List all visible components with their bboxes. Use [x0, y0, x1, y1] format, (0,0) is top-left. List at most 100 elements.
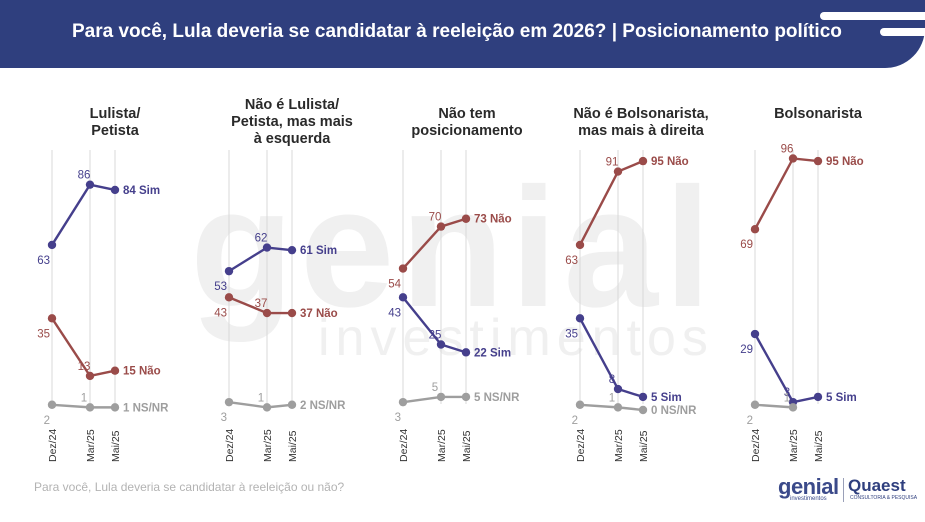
x-tick-label: Mar/25 [85, 429, 97, 462]
x-tick-label: Dez/24 [224, 429, 236, 462]
data-point [638, 156, 648, 166]
data-label: 43 [214, 307, 227, 319]
header-banner: Para você, Lula deveria se candidatar à … [0, 0, 925, 68]
series-line [228, 246, 293, 273]
data-label: 5 [432, 382, 438, 394]
data-label: 70 [429, 212, 442, 224]
data-point [788, 403, 798, 412]
x-tick-label: Mai/25 [110, 430, 122, 462]
panel-title: Bolsonarista [774, 106, 862, 122]
data-label: 2 [747, 415, 753, 427]
data-point [750, 329, 760, 339]
data-label: 0 NS/NR [651, 405, 697, 417]
data-point [262, 243, 272, 252]
header-stripe [820, 12, 925, 20]
data-label: 1 [609, 392, 615, 404]
data-label: 53 [214, 281, 227, 293]
data-point [287, 308, 297, 318]
x-tick-label: Dez/24 [750, 429, 762, 462]
data-label: 15 Não [123, 366, 161, 378]
data-label: 1 [81, 392, 87, 404]
data-label: 5 NS/NR [474, 392, 520, 404]
data-point [287, 400, 297, 409]
data-point [262, 308, 272, 318]
data-point [638, 392, 648, 402]
data-point [788, 154, 798, 163]
data-point [85, 371, 95, 381]
data-label: 69 [740, 239, 753, 251]
x-tick-label: Mar/25 [788, 429, 800, 462]
x-tick-label: Dez/24 [47, 429, 59, 462]
x-tick-label: Mai/25 [638, 430, 650, 462]
series-line [579, 403, 644, 412]
data-label: 54 [388, 279, 401, 291]
x-tick-label: Mai/25 [287, 430, 299, 462]
footnote: Para você, Lula deveria se candidatar à … [34, 480, 345, 494]
data-point [47, 400, 57, 409]
data-label: 84 Sim [123, 185, 160, 197]
data-label: 61 Sim [300, 245, 337, 257]
data-point [613, 403, 623, 412]
data-point [224, 266, 234, 276]
data-point [398, 293, 408, 302]
data-label: 1 [258, 392, 264, 404]
panel-title: Não é Bolsonarista, mas mais à direita [573, 106, 709, 139]
data-point [638, 405, 648, 415]
series-line [402, 296, 467, 354]
data-point [436, 392, 446, 402]
data-point [461, 348, 471, 357]
data-label: 3 [221, 412, 227, 424]
data-point [47, 314, 57, 323]
data-point [436, 340, 446, 349]
data-point [224, 293, 234, 302]
data-point [436, 222, 446, 231]
data-label: 2 NS/NR [300, 400, 346, 412]
data-point [575, 400, 585, 409]
panel-title: Não tem posicionamento [411, 106, 523, 139]
x-tick-label: Mar/25 [262, 429, 274, 462]
data-label: 73 Não [474, 214, 512, 226]
data-label: 22 Sim [474, 347, 511, 359]
data-label: 91 [606, 157, 619, 169]
x-tick-label: Dez/24 [575, 429, 587, 462]
data-point [47, 240, 57, 250]
data-label: 35 [565, 328, 578, 340]
logo-divider [843, 478, 844, 502]
x-tick-label: Mar/25 [436, 429, 448, 462]
quaest-logo-sub: CONSULTORIA & PESQUISA [850, 495, 918, 501]
data-point [575, 240, 585, 250]
data-label: 86 [78, 170, 91, 182]
data-label: 5 Sim [826, 392, 857, 404]
data-label: 63 [565, 255, 578, 267]
panel-title: Lulista/Petista [89, 106, 141, 139]
panel-title: Não é Lulista/Petista, mas mais à esquerd… [231, 97, 353, 147]
data-point [224, 397, 234, 407]
data-point [750, 225, 760, 234]
data-label: 25 [429, 330, 442, 342]
data-label: 13 [78, 361, 91, 373]
data-label: 35 [37, 328, 50, 340]
data-point [262, 403, 272, 412]
data-point [750, 400, 760, 409]
data-label: 3 [784, 387, 790, 399]
data-point [398, 264, 408, 273]
data-point [85, 403, 95, 412]
data-label: 2 [44, 415, 50, 427]
page-title: Para você, Lula deveria se candidatar à … [72, 21, 842, 42]
data-point [813, 392, 823, 402]
series-line [754, 403, 794, 409]
data-point [613, 167, 623, 176]
data-label: 95 Não [651, 156, 689, 168]
data-point [461, 214, 471, 223]
data-label: 62 [255, 233, 268, 245]
series-line [753, 157, 819, 230]
x-tick-label: Mai/25 [461, 430, 473, 462]
x-tick-label: Mar/25 [613, 429, 625, 462]
series-line [50, 183, 116, 246]
series-line [402, 217, 467, 270]
genial-logo: genial [778, 474, 839, 499]
x-tick-label: Dez/24 [398, 429, 410, 462]
series-line [402, 395, 466, 404]
header-stripe [880, 28, 925, 36]
